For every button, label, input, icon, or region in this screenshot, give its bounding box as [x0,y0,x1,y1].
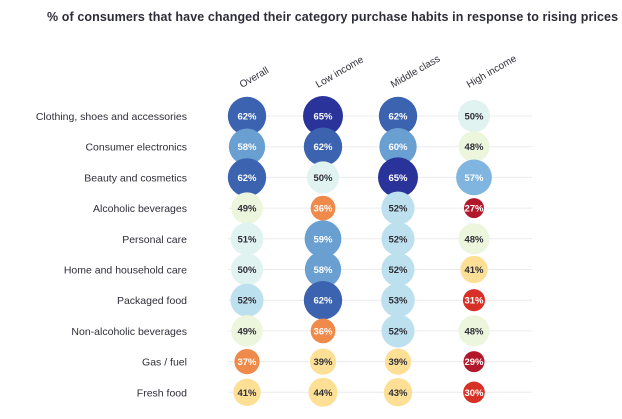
value-bubble [384,348,412,375]
value-bubble [381,283,415,318]
value-bubble [304,220,342,258]
row-label: Non-alcoholic beverages [71,326,187,338]
chart-title: % of consumers that have changed their c… [47,10,619,24]
value-bubble [458,223,490,255]
value-label: 65% [313,112,333,123]
value-label: 62% [237,112,257,123]
value-bubble [228,128,266,165]
value-label: 52% [388,234,408,245]
column-header: High income [465,53,519,91]
value-bubble [379,128,417,166]
row-label: Beauty and cosmetics [84,172,187,184]
value-bubble [381,314,415,348]
value-label: 52% [388,204,408,215]
value-bubble [303,96,343,136]
value-bubble [458,131,490,163]
value-bubble [231,315,263,347]
value-bubble [234,348,260,375]
value-label: 48% [464,234,484,245]
row-label: Personal care [122,234,187,246]
value-bubble [378,157,418,198]
value-label: 57% [464,173,484,184]
value-bubble [458,315,490,347]
value-bubble [304,251,342,288]
column-header: Overall [238,65,271,90]
value-bubble [233,378,261,406]
value-bubble [381,252,415,287]
value-bubble [383,378,413,407]
row-label: Alcoholic beverages [93,203,187,215]
value-label: 50% [464,112,484,123]
value-bubble [378,96,418,136]
value-label: 41% [237,388,257,399]
value-label: 27% [464,204,484,215]
value-label: 65% [388,173,408,184]
row-label: Fresh food [137,387,187,399]
value-label: 43% [388,388,408,399]
value-bubble [230,253,264,286]
value-label: 36% [313,204,333,215]
value-label: 44% [313,388,333,399]
value-bubble [462,289,486,312]
value-bubble [306,161,340,194]
value-label: 53% [388,296,408,307]
value-label: 51% [237,234,257,245]
value-label: 29% [464,357,484,368]
value-bubble [457,99,491,133]
value-label: 58% [313,265,333,276]
value-label: 37% [237,357,257,368]
value-label: 48% [464,326,484,337]
value-label: 62% [388,112,408,123]
value-label: 49% [237,326,257,337]
value-bubble [230,283,264,317]
row-label: Gas / fuel [142,357,187,369]
value-label: 50% [313,173,333,184]
row-label: Home and household care [64,265,187,277]
row-label: Consumer electronics [85,142,187,154]
value-label: 62% [313,142,333,153]
value-bubble [309,348,337,375]
value-bubble [227,96,267,136]
value-label: 52% [237,296,257,307]
column-header: Middle class [389,54,442,91]
column-header: Low income [314,54,366,90]
value-label: 41% [464,265,484,276]
value-label: 36% [313,326,333,337]
value-bubble [231,192,263,224]
value-label: 39% [388,357,408,368]
value-bubble [381,222,415,256]
value-label: 62% [237,173,257,184]
value-label: 52% [388,326,408,337]
value-bubble [230,222,264,256]
value-bubble [463,381,485,404]
value-label: 48% [464,142,484,153]
value-label: 50% [237,265,257,276]
value-bubble [227,158,267,197]
value-bubble [303,280,343,320]
value-label: 49% [237,204,257,215]
value-bubble [464,198,484,219]
value-bubble [381,191,415,225]
value-bubble [310,195,336,221]
value-bubble [303,127,343,166]
value-label: 30% [464,388,484,399]
value-label: 60% [388,142,408,153]
value-bubble [460,255,488,284]
value-bubble [308,377,338,407]
value-bubble [456,159,492,196]
row-label: Packaged food [117,295,187,307]
value-label: 31% [464,296,484,307]
value-bubble [463,351,485,373]
value-label: 62% [313,296,333,307]
row-label: Clothing, shoes and accessories [36,111,187,123]
value-label: 39% [313,357,333,368]
value-label: 59% [313,234,333,245]
value-label: 52% [388,265,408,276]
value-bubble [310,318,336,344]
value-label: 58% [237,142,257,153]
